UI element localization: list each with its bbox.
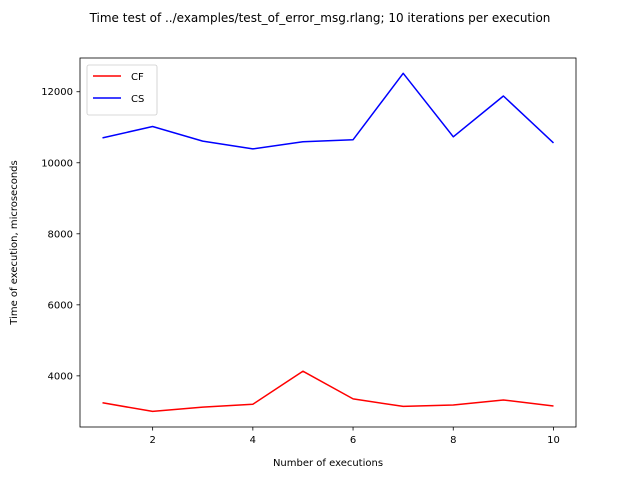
x-tick-label: 2 [149, 435, 155, 446]
y-tick-label: 4000 [48, 371, 73, 382]
x-tick-label: 4 [250, 435, 256, 446]
y-tick-label: 8000 [48, 229, 73, 240]
y-tick-label: 12000 [41, 87, 73, 98]
series-line-cs [102, 72, 555, 150]
series-line-cf [102, 370, 554, 413]
x-tick-label: 6 [350, 435, 356, 446]
x-axis-label: Number of executions [273, 458, 383, 469]
y-tick-label: 10000 [41, 158, 73, 169]
plot-frame [79, 57, 577, 428]
x-tick-label: 8 [450, 435, 456, 446]
chart-title: Time test of ../examples/test_of_error_m… [89, 11, 551, 25]
legend-label-cf: CF [131, 72, 144, 83]
x-tick-label: 10 [547, 435, 560, 446]
y-axis-label: Time of execution, microseconds [9, 160, 20, 325]
legend-box [86, 64, 158, 116]
y-axis: 4000 6000 8000 10000 12000 [41, 87, 80, 382]
legend: CF CS [86, 64, 158, 116]
series-layer [102, 72, 555, 413]
y-tick-label: 6000 [48, 300, 73, 311]
legend-label-cs: CS [131, 94, 144, 105]
x-axis: 2 4 6 8 10 [149, 427, 560, 446]
